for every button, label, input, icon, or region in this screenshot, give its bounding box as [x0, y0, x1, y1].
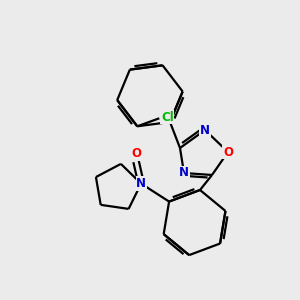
Text: N: N: [179, 167, 189, 179]
Text: O: O: [131, 147, 141, 160]
Text: N: N: [200, 124, 210, 136]
Text: O: O: [223, 146, 233, 158]
Text: N: N: [136, 177, 146, 190]
Text: Cl: Cl: [161, 111, 174, 124]
